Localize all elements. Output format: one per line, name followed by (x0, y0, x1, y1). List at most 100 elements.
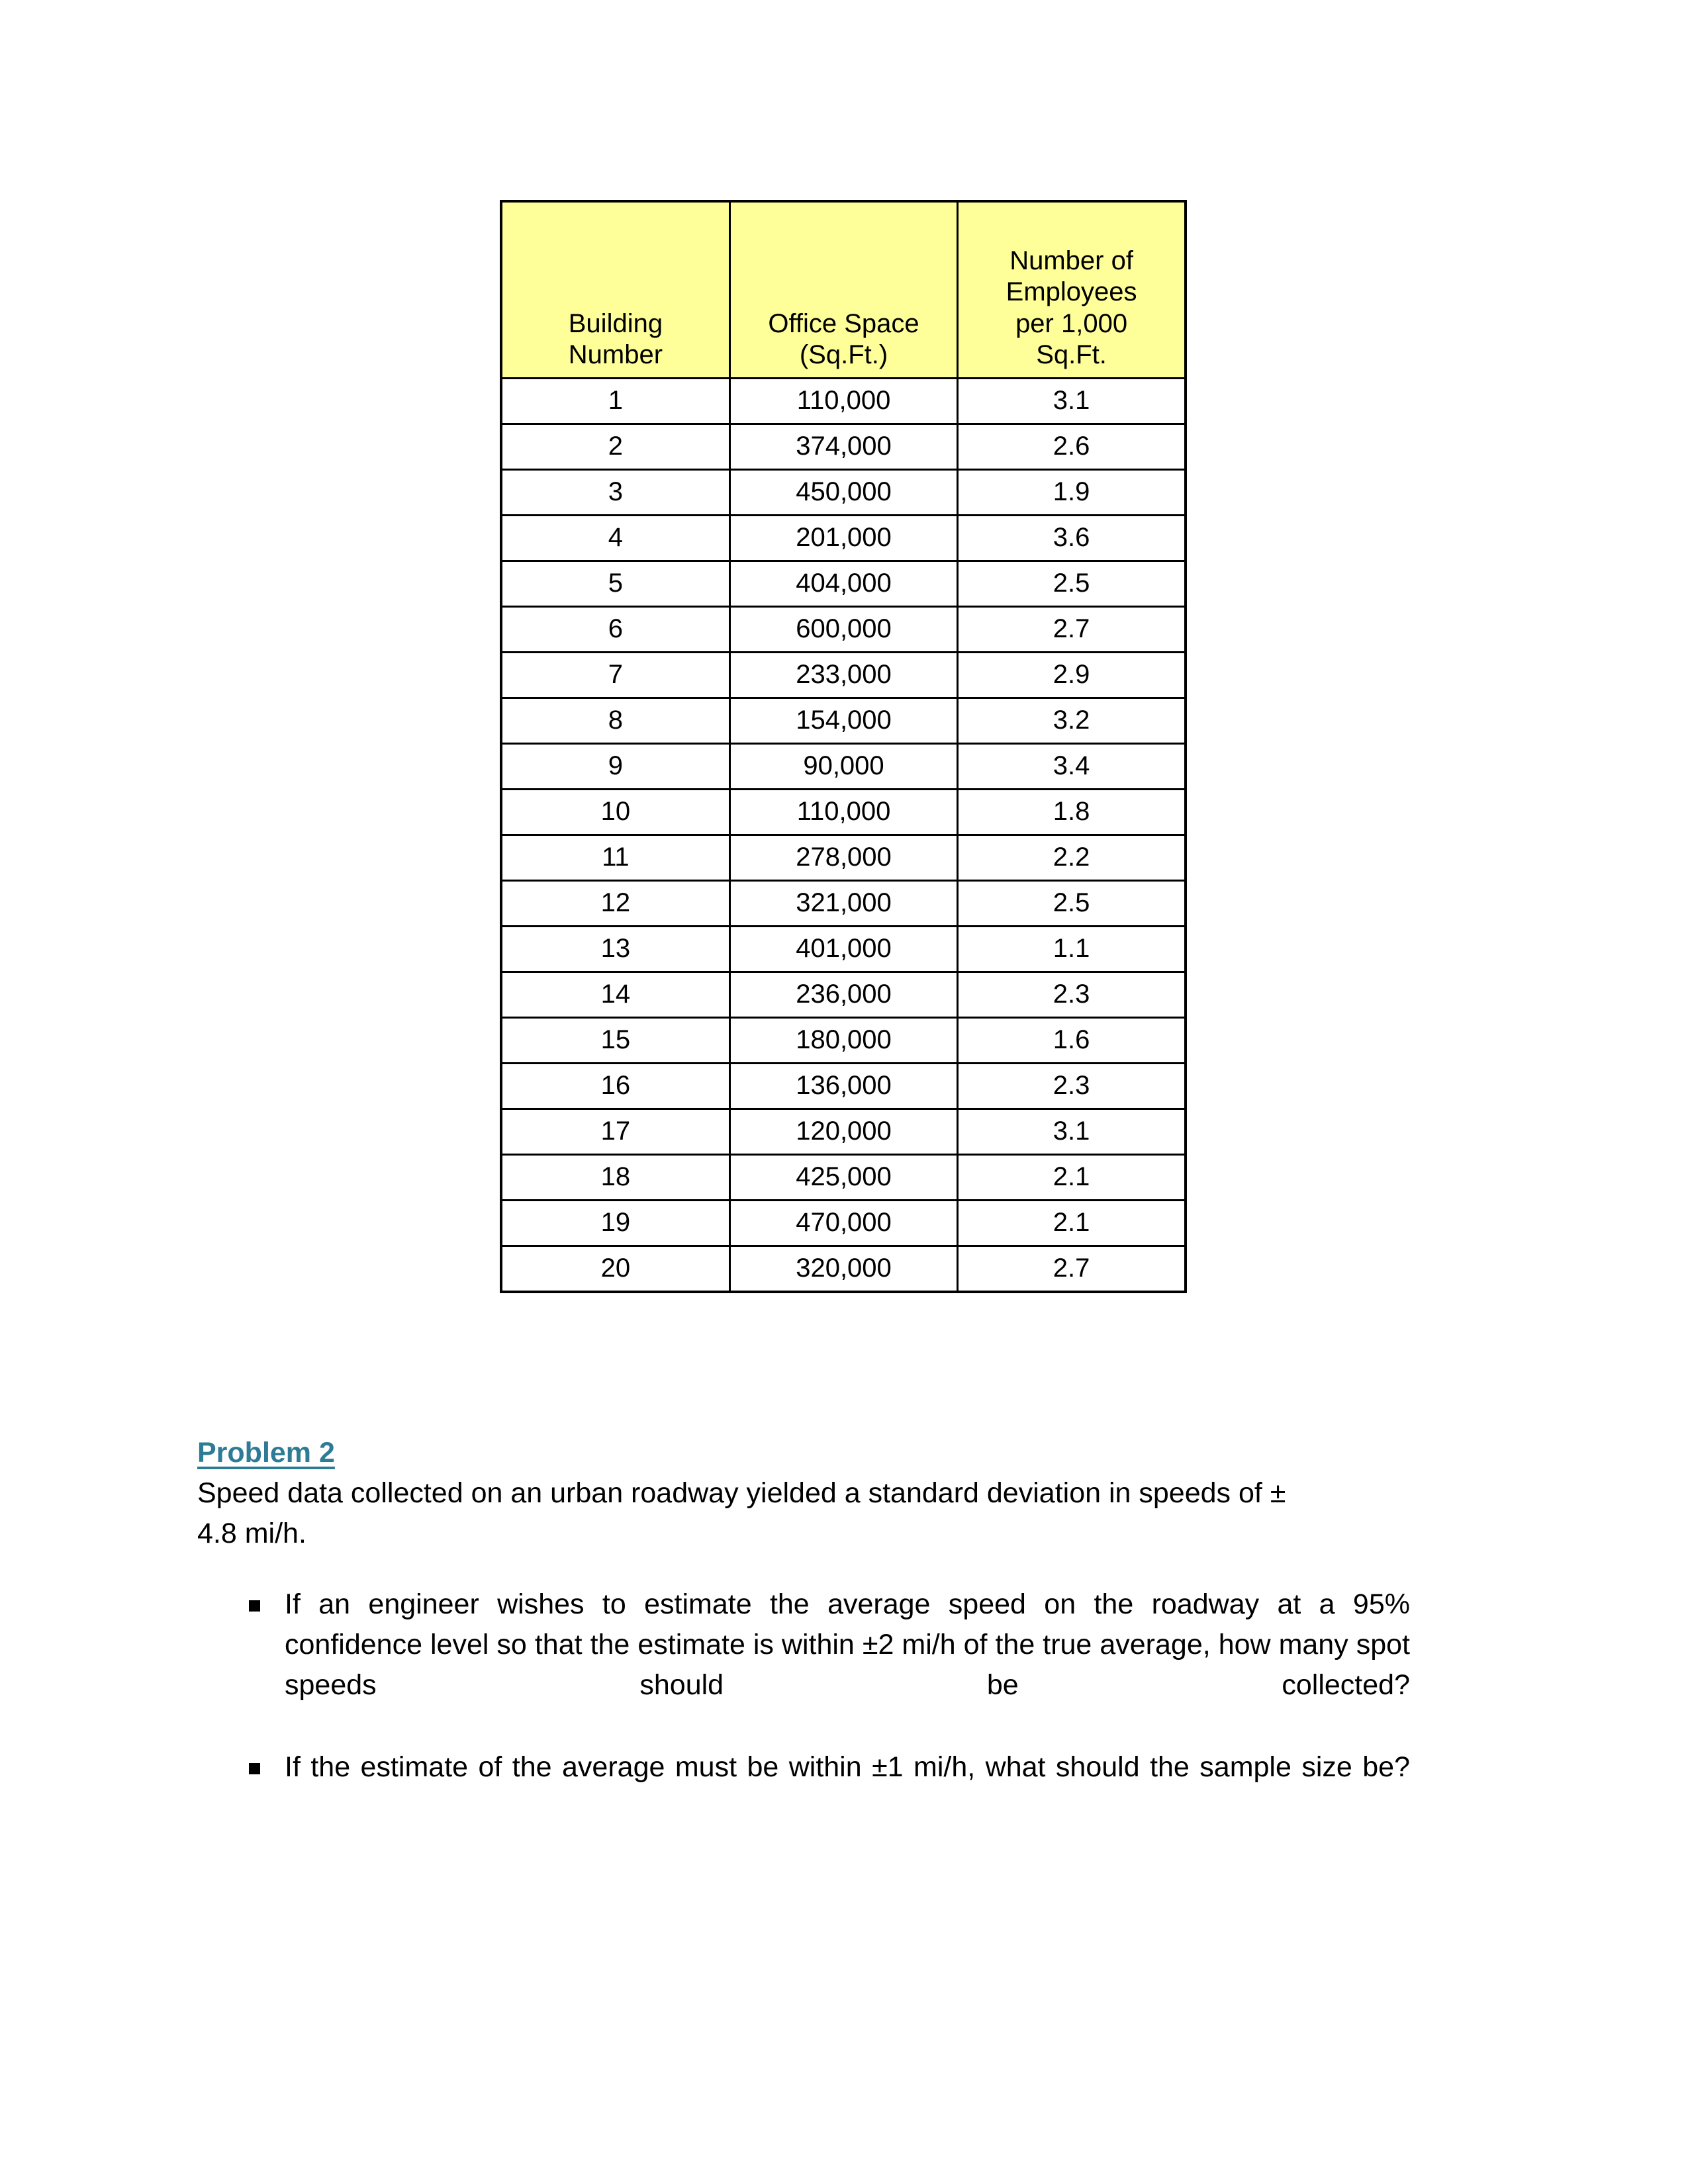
office-space-table-container: Building Number Office Space (Sq.Ft.) Nu… (500, 200, 1187, 1293)
header-line: Sq.Ft. (1036, 340, 1107, 369)
problem-intro-text: Speed data collected on an urban roadway… (197, 1477, 1286, 1550)
cell-building-number: 14 (500, 971, 731, 1019)
table-row: 19 470,000 2.1 (500, 1199, 1187, 1247)
cell-employees: 2.5 (957, 560, 1187, 608)
table-row: 5 404,000 2.5 (500, 560, 1187, 608)
table-header-row: Building Number Office Space (Sq.Ft.) Nu… (500, 200, 1187, 379)
cell-building-number: 3 (500, 469, 731, 516)
column-header-office-space: Office Space (Sq.Ft.) (728, 200, 959, 379)
cell-building-number: 5 (500, 560, 731, 608)
header-line: Office Space (768, 308, 919, 338)
cell-employees: 1.6 (957, 1017, 1187, 1064)
square-bullet-icon (249, 1763, 260, 1775)
cell-office-space: 154,000 (728, 697, 959, 745)
cell-employees: 3.1 (957, 377, 1187, 425)
table-body: 1 110,000 3.1 2 374,000 2.6 3 450,000 1.9 4 201… (500, 377, 1187, 1293)
table-row: 1 110,000 3.1 (500, 377, 1187, 425)
cell-building-number: 16 (500, 1062, 731, 1110)
cell-office-space: 136,000 (728, 1062, 959, 1110)
cell-building-number: 2 (500, 423, 731, 471)
cell-employees: 2.9 (957, 651, 1187, 699)
cell-building-number: 17 (500, 1108, 731, 1156)
header-line: Building (568, 308, 663, 338)
table-row: 3 450,000 1.9 (500, 469, 1187, 516)
cell-office-space: 110,000 (728, 788, 959, 836)
cell-office-space: 320,000 (728, 1245, 959, 1293)
cell-employees: 2.6 (957, 423, 1187, 471)
cell-employees: 3.6 (957, 514, 1187, 562)
square-bullet-icon (249, 1600, 260, 1612)
header-line: (Sq.Ft.) (799, 340, 888, 369)
cell-employees: 3.4 (957, 743, 1187, 790)
table-row: 10 110,000 1.8 (500, 788, 1187, 836)
cell-building-number: 9 (500, 743, 731, 790)
table-row: 11 278,000 2.2 (500, 834, 1187, 882)
cell-office-space: 401,000 (728, 925, 959, 973)
cell-employees: 2.3 (957, 1062, 1187, 1110)
header-line: per 1,000 (1015, 308, 1128, 338)
cell-employees: 2.1 (957, 1154, 1187, 1201)
question-text: If an engineer wishes to estimate the av… (285, 1588, 1410, 1702)
cell-employees: 2.5 (957, 880, 1187, 927)
cell-employees: 2.1 (957, 1199, 1187, 1247)
cell-building-number: 20 (500, 1245, 731, 1293)
cell-office-space: 404,000 (728, 560, 959, 608)
problem-section: Problem 2 Speed data collected on an urb… (197, 1433, 1481, 1829)
cell-building-number: 18 (500, 1154, 731, 1201)
cell-office-space: 233,000 (728, 651, 959, 699)
table-row: 2 374,000 2.6 (500, 423, 1187, 471)
problem-heading-wrap: Problem 2 (197, 1433, 1481, 1473)
table-row: 18 425,000 2.1 (500, 1154, 1187, 1201)
cell-office-space: 180,000 (728, 1017, 959, 1064)
cell-building-number: 19 (500, 1199, 731, 1247)
header-line: Employees (1006, 277, 1137, 307)
cell-building-number: 11 (500, 834, 731, 882)
cell-office-space: 600,000 (728, 606, 959, 653)
cell-employees: 2.7 (957, 1245, 1187, 1293)
table-row: 14 236,000 2.3 (500, 971, 1187, 1019)
table-row: 7 233,000 2.9 (500, 651, 1187, 699)
table-row: 12 321,000 2.5 (500, 880, 1187, 927)
question-list: If an engineer wishes to estimate the av… (197, 1584, 1481, 1828)
table-row: 4 201,000 3.6 (500, 514, 1187, 562)
cell-office-space: 450,000 (728, 469, 959, 516)
cell-office-space: 425,000 (728, 1154, 959, 1201)
table-row: 6 600,000 2.7 (500, 606, 1187, 653)
cell-employees: 2.7 (957, 606, 1187, 653)
table-row: 9 90,000 3.4 (500, 743, 1187, 790)
cell-office-space: 90,000 (728, 743, 959, 790)
cell-building-number: 7 (500, 651, 731, 699)
cell-employees: 3.2 (957, 697, 1187, 745)
cell-employees: 2.2 (957, 834, 1187, 882)
cell-office-space: 321,000 (728, 880, 959, 927)
cell-office-space: 374,000 (728, 423, 959, 471)
table-row: 17 120,000 3.1 (500, 1108, 1187, 1156)
header-line: Number of (1009, 246, 1133, 276)
header-line: Number (568, 340, 663, 369)
table-row: 16 136,000 2.3 (500, 1062, 1187, 1110)
column-header-building-number: Building Number (500, 200, 731, 379)
cell-employees: 1.8 (957, 788, 1187, 836)
page-title: Problem 2 (197, 1437, 335, 1469)
cell-employees: 2.3 (957, 971, 1187, 1019)
list-item: If an engineer wishes to estimate the av… (197, 1584, 1410, 1746)
cell-building-number: 10 (500, 788, 731, 836)
cell-building-number: 6 (500, 606, 731, 653)
table-row: 13 401,000 1.1 (500, 925, 1187, 973)
cell-building-number: 1 (500, 377, 731, 425)
cell-building-number: 4 (500, 514, 731, 562)
cell-building-number: 12 (500, 880, 731, 927)
cell-building-number: 13 (500, 925, 731, 973)
cell-building-number: 15 (500, 1017, 731, 1064)
table-row: 15 180,000 1.6 (500, 1017, 1187, 1064)
cell-office-space: 278,000 (728, 834, 959, 882)
table-row: 20 320,000 2.7 (500, 1245, 1187, 1293)
cell-employees: 1.9 (957, 469, 1187, 516)
list-item: If the estimate of the average must be w… (197, 1747, 1410, 1828)
cell-office-space: 110,000 (728, 377, 959, 425)
cell-employees: 1.1 (957, 925, 1187, 973)
cell-office-space: 201,000 (728, 514, 959, 562)
question-text: If the estimate of the average must be w… (285, 1751, 1410, 1784)
cell-building-number: 8 (500, 697, 731, 745)
cell-employees: 3.1 (957, 1108, 1187, 1156)
